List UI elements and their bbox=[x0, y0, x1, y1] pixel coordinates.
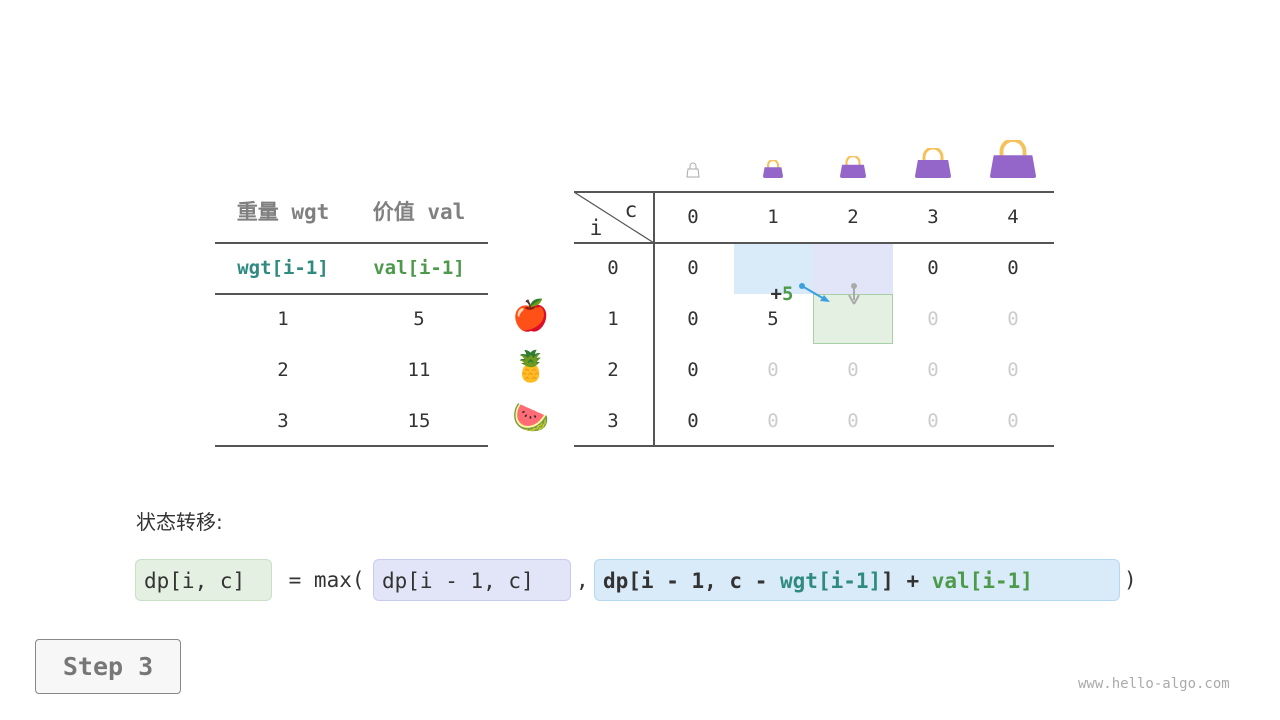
dp-cell: 0 bbox=[1007, 257, 1019, 279]
dp-cell: 0 bbox=[1007, 308, 1019, 330]
value-cell: 11 bbox=[407, 359, 431, 381]
formula-b-part: dp[i - 1, c - bbox=[603, 569, 781, 593]
value-cell: 15 bbox=[407, 410, 431, 432]
bag-icon bbox=[763, 160, 783, 178]
formula-b-val: val[i-1] bbox=[931, 569, 1033, 593]
dp-cell: 0 bbox=[687, 410, 699, 432]
bag-icon bbox=[840, 156, 866, 178]
pineapple-icon: 🍍 bbox=[512, 349, 550, 385]
formula-lhs: dp[i, c] bbox=[135, 559, 272, 601]
dp-cell: 0 bbox=[687, 359, 699, 381]
divider bbox=[653, 192, 655, 446]
weight-cell: 1 bbox=[277, 308, 289, 330]
dp-cell: 0 bbox=[927, 410, 939, 432]
subheader-wgt: wgt[i-1] bbox=[237, 257, 329, 279]
watermelon-icon: 🍉 bbox=[512, 400, 550, 436]
value-cell: 5 bbox=[413, 308, 425, 330]
corner-c-label: c bbox=[624, 198, 638, 222]
divider bbox=[215, 445, 488, 447]
dp-cell: 5 bbox=[767, 308, 779, 330]
dp-cell: 0 bbox=[767, 410, 779, 432]
formula-close: ) bbox=[1124, 568, 1137, 592]
col-header: 3 bbox=[927, 206, 939, 228]
divider bbox=[215, 242, 488, 244]
formula-option-a: dp[i - 1, c] bbox=[373, 559, 571, 601]
formula-option-b: dp[i - 1, c - wgt[i-1]] + val[i-1] bbox=[594, 559, 1120, 601]
dp-cell: 0 bbox=[687, 308, 699, 330]
dp-cell: 0 bbox=[847, 410, 859, 432]
dp-cell: 0 bbox=[847, 359, 859, 381]
row-header: 3 bbox=[607, 410, 619, 432]
header-weight: 重量 wgt bbox=[236, 200, 330, 224]
bag-icon bbox=[686, 162, 700, 178]
plus-sign: + bbox=[770, 283, 782, 305]
divider bbox=[574, 242, 1054, 244]
apple-icon: 🍎 bbox=[512, 298, 550, 334]
plus-amount: 5 bbox=[782, 283, 794, 305]
formula-max: = max( bbox=[276, 568, 365, 592]
dp-cell: 0 bbox=[927, 359, 939, 381]
row-header: 1 bbox=[607, 308, 619, 330]
col-header: 0 bbox=[687, 206, 699, 228]
divider bbox=[215, 293, 488, 295]
dp-cell: 0 bbox=[1007, 410, 1019, 432]
divider bbox=[574, 445, 1054, 447]
divider bbox=[574, 191, 1054, 193]
dp-cell: 0 bbox=[767, 359, 779, 381]
dp-cell: 0 bbox=[927, 308, 939, 330]
subheader-val: val[i-1] bbox=[373, 257, 465, 279]
bag-icon bbox=[990, 140, 1036, 178]
weight-cell: 3 bbox=[277, 410, 289, 432]
col-header: 4 bbox=[1007, 206, 1019, 228]
dp-cell: 0 bbox=[1007, 359, 1019, 381]
dp-cell: 0 bbox=[927, 257, 939, 279]
row-header: 0 bbox=[607, 257, 619, 279]
col-header: 1 bbox=[767, 206, 779, 228]
dp-cell: 0 bbox=[687, 257, 699, 279]
formula-b-part: ] + bbox=[881, 569, 932, 593]
formula-b-wgt: wgt[i-1] bbox=[780, 569, 882, 593]
header-value: 价值 val bbox=[372, 200, 466, 224]
watermark: www.hello-algo.com bbox=[1078, 676, 1230, 692]
bag-icon bbox=[915, 148, 951, 178]
weight-cell: 2 bbox=[277, 359, 289, 381]
corner-diagonal bbox=[574, 192, 654, 243]
row-header: 2 bbox=[607, 359, 619, 381]
step-button[interactable]: Step 3 bbox=[35, 639, 181, 694]
plus-value-label: +5 bbox=[771, 283, 794, 305]
corner-i-label: i bbox=[589, 216, 603, 240]
col-header: 2 bbox=[847, 206, 859, 228]
transition-label: 状态转移: bbox=[136, 510, 223, 534]
transition-arrows bbox=[799, 283, 860, 305]
formula-comma: , bbox=[576, 568, 589, 592]
